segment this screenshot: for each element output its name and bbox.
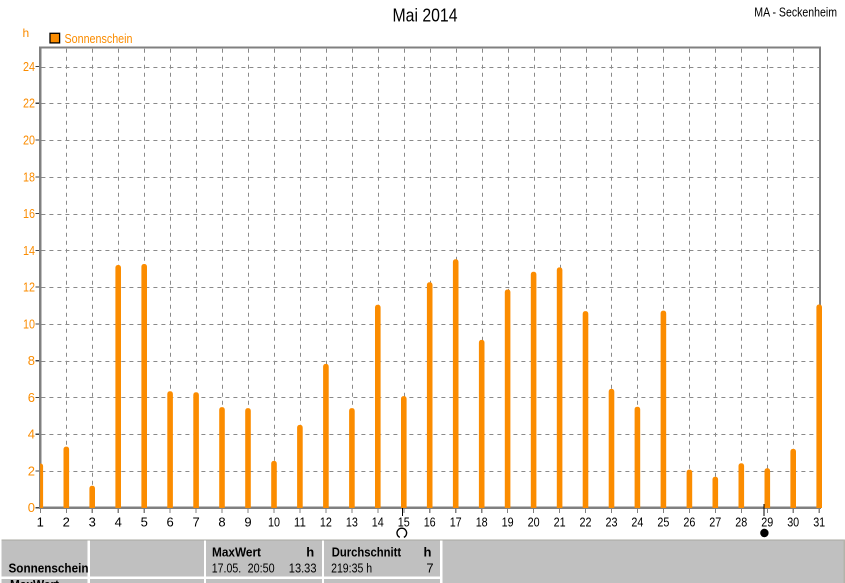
svg-text:7: 7 <box>426 561 433 576</box>
svg-text:Sonnenschein: Sonnenschein <box>65 31 133 46</box>
svg-text:19: 19 <box>502 514 514 529</box>
svg-text:2: 2 <box>28 463 35 478</box>
svg-text:1: 1 <box>37 514 44 529</box>
svg-text:24: 24 <box>631 514 643 529</box>
svg-text:12: 12 <box>320 514 332 529</box>
svg-text:2: 2 <box>63 514 70 529</box>
svg-text:9: 9 <box>244 514 251 529</box>
svg-text:Durchschnitt: Durchschnitt <box>332 545 402 560</box>
svg-text:8: 8 <box>28 353 35 368</box>
svg-text:13.33: 13.33 <box>289 561 317 576</box>
svg-text:Sonnenschein: Sonnenschein <box>9 561 89 576</box>
svg-text:16: 16 <box>424 514 436 529</box>
svg-text:4: 4 <box>28 427 35 442</box>
svg-text:21: 21 <box>554 514 566 529</box>
svg-text:h: h <box>23 26 30 40</box>
svg-text:20: 20 <box>23 133 35 148</box>
svg-text:Mai 2014: Mai 2014 <box>393 6 458 26</box>
svg-text:12: 12 <box>23 280 35 295</box>
svg-text:MaxWert: MaxWert <box>10 577 60 583</box>
svg-text:17: 17 <box>450 514 462 529</box>
svg-text:17.05.: 17.05. <box>212 561 241 576</box>
svg-text:30: 30 <box>787 514 799 529</box>
svg-text:219:35 h: 219:35 h <box>331 561 372 576</box>
svg-text:25: 25 <box>657 514 669 529</box>
svg-text:24: 24 <box>23 59 35 74</box>
svg-text:MA - Seckenheim: MA - Seckenheim <box>754 4 837 19</box>
svg-text:10: 10 <box>23 316 35 331</box>
svg-text:28: 28 <box>735 514 747 529</box>
svg-text:20:50: 20:50 <box>248 561 275 576</box>
svg-text:31: 31 <box>813 514 825 529</box>
svg-text:6: 6 <box>28 390 35 405</box>
svg-text:5: 5 <box>141 514 148 529</box>
svg-text:13: 13 <box>346 514 358 529</box>
svg-text:22: 22 <box>23 96 35 111</box>
svg-text:29: 29 <box>761 514 773 529</box>
svg-text:16: 16 <box>23 206 35 221</box>
svg-text:18: 18 <box>23 169 35 184</box>
svg-text:MaxWert: MaxWert <box>212 545 262 560</box>
svg-text:7: 7 <box>192 514 199 529</box>
svg-text:14: 14 <box>372 514 384 529</box>
svg-text:22: 22 <box>580 514 592 529</box>
svg-text:8: 8 <box>218 514 225 529</box>
svg-text:23: 23 <box>606 514 618 529</box>
svg-text:15: 15 <box>398 514 410 529</box>
svg-text:3: 3 <box>89 514 96 529</box>
svg-text:27: 27 <box>709 514 721 529</box>
svg-text:26: 26 <box>683 514 695 529</box>
svg-text:11: 11 <box>294 514 306 529</box>
svg-text:h: h <box>424 545 432 560</box>
svg-text:10: 10 <box>268 514 280 529</box>
svg-text:14: 14 <box>23 243 35 258</box>
svg-text:0: 0 <box>28 500 35 515</box>
svg-text:18: 18 <box>476 514 488 529</box>
svg-text:4: 4 <box>115 514 122 529</box>
svg-text:6: 6 <box>166 514 173 529</box>
svg-text:20: 20 <box>528 514 540 529</box>
svg-text:h: h <box>306 545 314 560</box>
